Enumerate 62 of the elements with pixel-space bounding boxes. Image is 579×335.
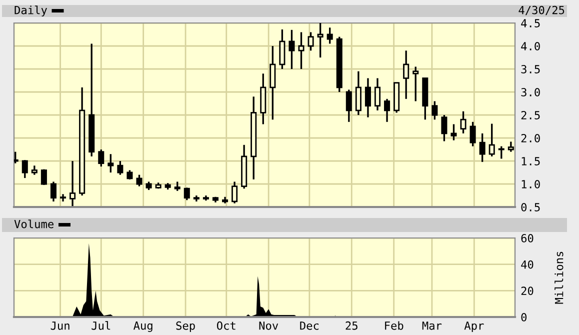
y-tick-label: 1.0 (522, 180, 540, 188)
candlestick (384, 98, 390, 123)
y-axis-title: Millions (554, 252, 564, 304)
candlestick (40, 168, 47, 186)
x-tick-label: Feb (385, 321, 404, 330)
candlestick (232, 180, 238, 204)
x-tick-label: Dec (300, 322, 319, 330)
x-tick-label: Jun (50, 322, 70, 330)
y-tick-label: 2.5 (521, 111, 540, 120)
chart-title: Volume (14, 220, 54, 228)
candlestick (31, 164, 38, 176)
candlestick (126, 169, 133, 180)
x-tick-label: 25 (346, 321, 358, 330)
candlestick (22, 159, 28, 179)
y-tick-label: 3.5 (521, 65, 540, 74)
candlestick (308, 31, 314, 52)
x-tick-label: Oct (216, 321, 236, 330)
candlestick (298, 31, 304, 70)
candlestick (117, 160, 124, 176)
y-tick-label: 1.5 (522, 157, 540, 166)
x-tick-label: Mar (422, 322, 442, 330)
candlestick (403, 50, 410, 100)
y-tick-label: 3.0 (521, 88, 540, 96)
candlestick (98, 148, 104, 168)
candlestick (326, 26, 333, 45)
y-tick-label: 20 (521, 286, 534, 296)
candlestick (174, 180, 180, 192)
candlestick (450, 123, 457, 142)
candlestick (50, 180, 56, 202)
candlestick (355, 70, 362, 116)
candlestick (364, 77, 371, 118)
candlestick (346, 88, 352, 123)
x-tick-label: Nov (259, 322, 278, 330)
text: 4/30/25 (518, 6, 564, 16)
y-tick-label: 40 (521, 260, 534, 269)
candlestick (288, 29, 295, 70)
candlestick (136, 174, 142, 188)
x-tick-label: Aug (134, 321, 152, 332)
y-tick-label: 4.5 (521, 19, 540, 28)
candlestick (488, 122, 495, 158)
chart-title: Daily (14, 6, 48, 16)
candlestick (412, 66, 419, 102)
candlestick (279, 28, 286, 70)
x-tick-label: Jul (92, 321, 110, 330)
candlestick (479, 132, 486, 163)
candlestick (270, 45, 276, 120)
y-tick-label: 0 (521, 313, 527, 322)
y-tick-label: 60 (521, 234, 534, 242)
candlestick (432, 100, 438, 120)
y-tick-label: 4.0 (521, 42, 540, 50)
x-tick-label: Apr (464, 322, 484, 332)
candlestick (460, 110, 466, 134)
candlestick (374, 77, 381, 112)
candlestick (498, 145, 504, 160)
candlestick (60, 193, 66, 202)
x-tick-label: Sep (176, 321, 195, 332)
y-tick-label: 2.0 (521, 134, 540, 142)
candlestick (441, 114, 448, 142)
y-tick-label: 0.5 (521, 203, 540, 212)
candlestick (470, 121, 476, 148)
candlestick (184, 186, 190, 201)
candlestick (108, 153, 114, 174)
